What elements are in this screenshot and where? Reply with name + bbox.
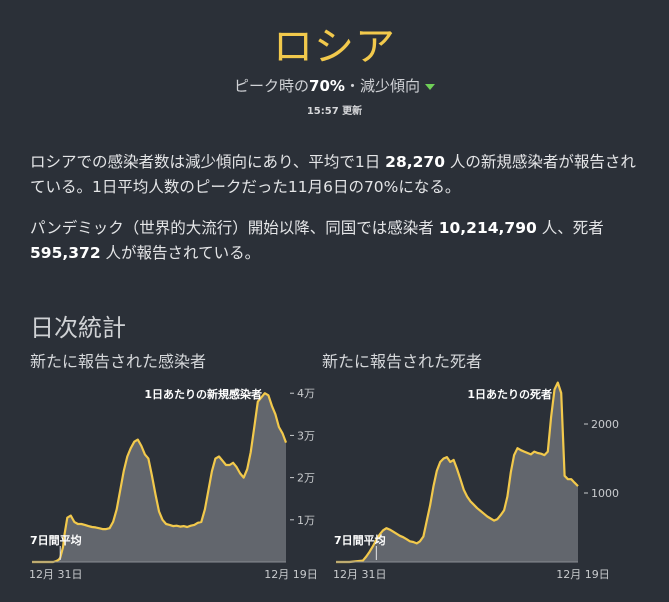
daily-average-cases: 28,270	[385, 153, 445, 171]
x-start-label: 12月 31日	[29, 568, 83, 581]
y-tick-label: 2万	[297, 472, 315, 485]
updated-time: 15:57 更新	[306, 106, 363, 117]
avg-label: 7日間平均	[30, 533, 82, 547]
average-line	[336, 381, 579, 564]
y-tick-label: 4万	[297, 387, 315, 400]
p2-text-c: 人が報告されている。	[100, 244, 261, 262]
cases-chart-title: 新たに報告された感染者	[30, 352, 207, 371]
p1-text-b: 人の新規感染者が報告されている。1日平均人数のピークだった11月6日の70%にな…	[30, 153, 636, 196]
y-tick-label: 1万	[297, 514, 315, 527]
y-tick-label: 2000	[591, 418, 619, 431]
trend-subtitle: ピーク時の70%・減少傾向	[0, 76, 669, 96]
cases-chart: 1万 2万 3万 4万 12月 31日 12月 19日 7日間平均 1日あたりの新規感染者	[29, 387, 318, 581]
area-fill	[32, 393, 286, 562]
x-end-label: 12月 19日	[264, 568, 318, 581]
series-label: 1日あたりの新規感染者	[144, 387, 262, 401]
avg-label: 7日間平均	[334, 533, 386, 547]
subtitle-suffix: ・減少傾向	[344, 77, 420, 95]
y-tick-label: 1000	[591, 487, 619, 500]
total-deaths: 595,372	[30, 244, 101, 262]
y-tick-label: 3万	[297, 429, 315, 442]
total-cases: 10,214,790	[438, 219, 537, 237]
country-title: ロシア	[273, 24, 396, 70]
deaths-chart: 1000 2000 12月 31日 12月 19日 7日間平均 1日あたりの死者	[333, 381, 619, 581]
subtitle-prefix: ピーク時の	[234, 77, 310, 95]
series-label: 1日あたりの死者	[467, 387, 552, 401]
summary-paragraph-1: ロシアでの感染者数は減少傾向にあり、平均で1日 28,270 人の新規感染者が報…	[30, 150, 640, 200]
header: ロシア ピーク時の70%・減少傾向 15:57 更新	[0, 22, 669, 117]
x-start-label: 12月 31日	[333, 568, 387, 581]
peak-percent: 70%	[309, 77, 345, 95]
x-end-label: 12月 19日	[556, 568, 610, 581]
p2-text-a: パンデミック（世界的大流行）開始以降、同国では感染者	[30, 219, 439, 237]
p1-text-a: ロシアでの感染者数は減少傾向にあり、平均で1日	[30, 153, 386, 171]
section-title: 日次統計	[30, 314, 126, 342]
deaths-chart-title: 新たに報告された死者	[322, 352, 483, 371]
trend-down-icon	[424, 83, 435, 90]
summary-paragraph-2: パンデミック（世界的大流行）開始以降、同国では感染者 10,214,790 人、…	[30, 216, 640, 266]
p2-text-b: 人、死者	[536, 219, 604, 237]
average-line	[32, 392, 288, 564]
